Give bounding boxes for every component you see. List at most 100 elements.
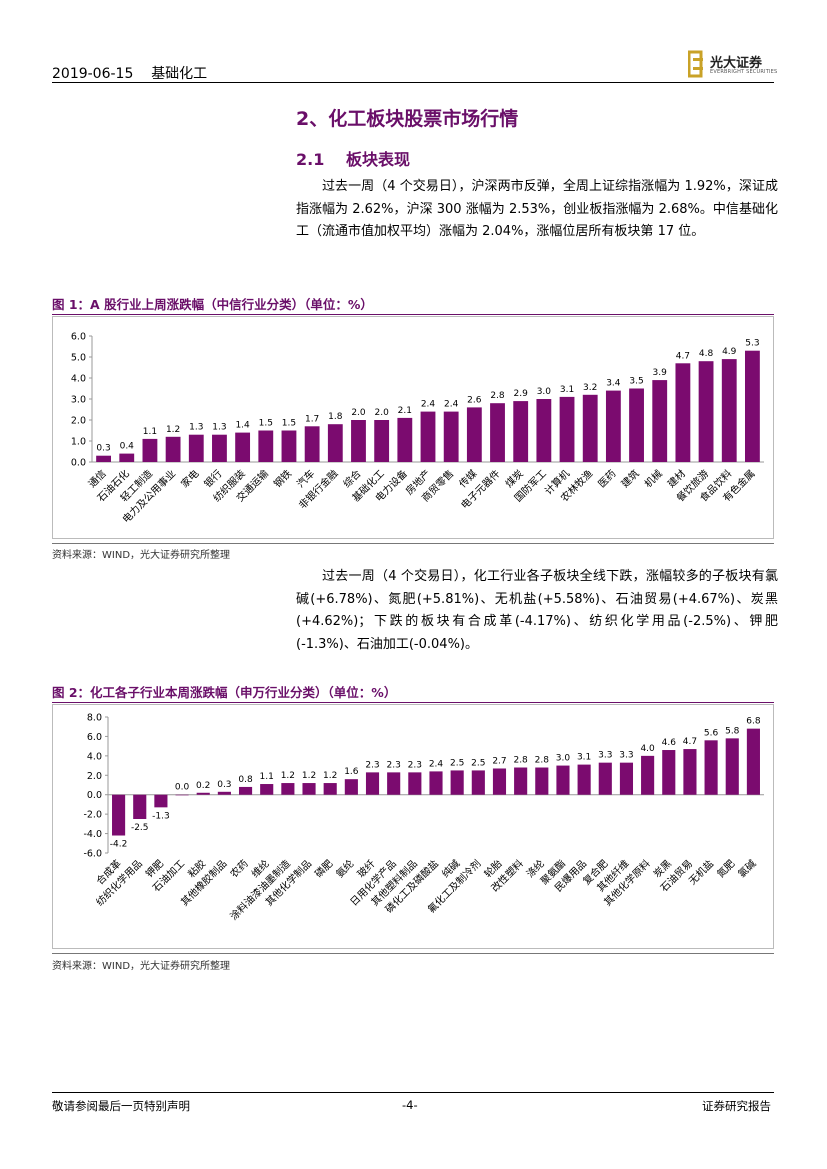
- chart1-y-tick-label: 3.0: [71, 395, 86, 406]
- footer-report-type: 证券研究报告: [702, 1099, 771, 1113]
- chart2-bar: [725, 738, 739, 795]
- chart1-y-tick-label: 4.0: [71, 374, 86, 385]
- chart1-bar: [212, 434, 227, 462]
- chart2-bar: [387, 772, 401, 795]
- chart1-value-label: 2.8: [490, 391, 505, 401]
- chart2-value-label: 1.1: [260, 772, 274, 782]
- chart2-value-label: 3.1: [577, 753, 591, 763]
- chart1-value-label: 1.5: [259, 419, 273, 429]
- chart1-bar: [351, 420, 366, 462]
- chart1-bar: [374, 420, 390, 462]
- chart2-bar: [323, 783, 337, 795]
- chart2-y-tick-label: 6.0: [87, 732, 102, 743]
- chart1-y-tick-label: 5.0: [71, 353, 86, 364]
- figure1-source: 资料来源：WIND，光大证券研究所整理: [52, 550, 231, 561]
- chart1-value-label: 3.9: [653, 368, 668, 378]
- chart1-bar: [443, 411, 459, 462]
- chart2-category-label: 氮肥: [714, 857, 737, 880]
- chart1-value-label: 2.0: [351, 408, 366, 418]
- chart2-value-label: 2.5: [471, 758, 485, 768]
- subsection-label: 板块表现: [346, 150, 411, 169]
- chart1-bar: [698, 361, 714, 462]
- chart2-value-label: 6.8: [746, 717, 761, 727]
- chart2-bar: [598, 762, 612, 795]
- chart2-bar: [238, 786, 253, 795]
- chart2-value-label: 1.2: [323, 771, 337, 781]
- chart2-value-label: 2.3: [387, 760, 401, 770]
- chart1-y-tick-label: 0.0: [71, 458, 86, 469]
- chart2-category-label: 氨纶: [333, 857, 356, 880]
- chart1-value-label: 1.4: [235, 421, 250, 431]
- chart2-value-label: 5.8: [725, 726, 740, 736]
- chart2-y-tick-label: 8.0: [87, 713, 102, 724]
- chart2-bar: [133, 794, 147, 819]
- chart2-bar: [450, 770, 464, 795]
- chart1-category-label: 机械: [642, 467, 665, 490]
- chart1-value-label: 1.2: [166, 425, 180, 435]
- chart1-category-label: 建筑: [618, 467, 641, 490]
- chart2-value-label: 4.0: [640, 744, 655, 754]
- chart1-y-tick-label: 1.0: [71, 437, 86, 448]
- chart2-bar: [641, 755, 655, 795]
- chart2-bar: [492, 768, 507, 795]
- chart1-category-label: 医药: [596, 468, 619, 491]
- chart1-value-label: 4.7: [676, 351, 690, 361]
- chart1-value-label: 3.0: [537, 387, 552, 397]
- chart1-value-label: 1.1: [143, 427, 157, 437]
- chart1-bar: [490, 403, 505, 462]
- logo-mark-icon: [688, 50, 703, 78]
- chart2-y-tick-label: 2.0: [87, 771, 102, 782]
- footer-rule: [52, 1092, 774, 1093]
- chart2-y-tick-label: -6.0: [83, 849, 102, 860]
- chart1-category-label: 家电: [178, 467, 201, 490]
- chart1-value-label: 0.3: [96, 444, 110, 454]
- chart1-bar: [119, 453, 135, 462]
- company-logo: 光大证券 EVERBRIGHT SECURITIES: [688, 50, 778, 80]
- chart1-value-label: 3.2: [583, 383, 597, 393]
- chart2-y-tick-label: -4.0: [83, 829, 102, 840]
- chart1-value-label: 4.9: [722, 347, 737, 357]
- chart1-value-label: 1.7: [305, 414, 319, 424]
- chart2-bar: [577, 764, 591, 795]
- subsection-number: 2.1: [296, 150, 325, 169]
- chart2-bar: [619, 762, 634, 795]
- figure2-chart: -6.0-4.0-2.00.02.04.06.08.0-4.2合成革-2.5纺织…: [52, 704, 774, 949]
- chart1-bar: [235, 432, 251, 462]
- chart2-bar: [746, 728, 760, 795]
- chart2-value-label: -2.5: [131, 823, 149, 833]
- chart1-bar: [675, 363, 691, 462]
- chart1-value-label: 1.3: [212, 423, 226, 433]
- chart1-bar: [165, 436, 181, 462]
- chart1-value-label: 3.4: [606, 379, 621, 389]
- chart1-bar: [420, 411, 436, 462]
- chart2-category-label: 农药: [227, 857, 250, 880]
- chart1-bar: [281, 430, 297, 462]
- chart2-frame: [52, 704, 774, 949]
- chart2-bar: [365, 772, 380, 795]
- chart1-bar: [397, 417, 413, 462]
- chart2-value-label: 0.3: [217, 780, 231, 790]
- chart2-bar: [196, 792, 210, 795]
- paragraph-market: 过去一周（4 个交易日），沪深两市反弹，全周上证综指涨幅为 1.92%，深证成指…: [296, 179, 778, 239]
- chart1-bar: [304, 426, 320, 462]
- figure2-title: 图 2：化工各子行业本周涨跌幅（申万行业分类）（单位：%）: [52, 685, 397, 700]
- chart2-value-label: 0.8: [238, 775, 253, 785]
- chart1-value-label: 3.5: [629, 377, 643, 387]
- chart1-bar: [327, 424, 343, 462]
- chart1-value-label: 5.3: [745, 339, 759, 349]
- chart2-value-label: -4.2: [110, 840, 128, 850]
- chart2-value-label: 0.0: [175, 783, 190, 793]
- figure2-source: 资料来源：WIND，光大证券研究所整理: [52, 961, 231, 972]
- chart2-bar: [344, 779, 358, 795]
- chart1-value-label: 1.8: [328, 412, 343, 422]
- chart2-bar: [260, 784, 274, 795]
- chart2-bar: [112, 794, 126, 836]
- chart2-value-label: 1.2: [302, 771, 316, 781]
- chart1-value-label: 2.1: [398, 406, 412, 416]
- footer-disclaimer: 敬请参阅最后一页特别声明: [52, 1099, 190, 1113]
- chart1-value-label: 2.6: [467, 395, 482, 405]
- chart1-bar: [513, 401, 529, 462]
- chart2-bar: [175, 794, 189, 796]
- section-title: 2、化工板块股票市场行情: [296, 108, 519, 130]
- chart2-value-label: 2.5: [450, 758, 464, 768]
